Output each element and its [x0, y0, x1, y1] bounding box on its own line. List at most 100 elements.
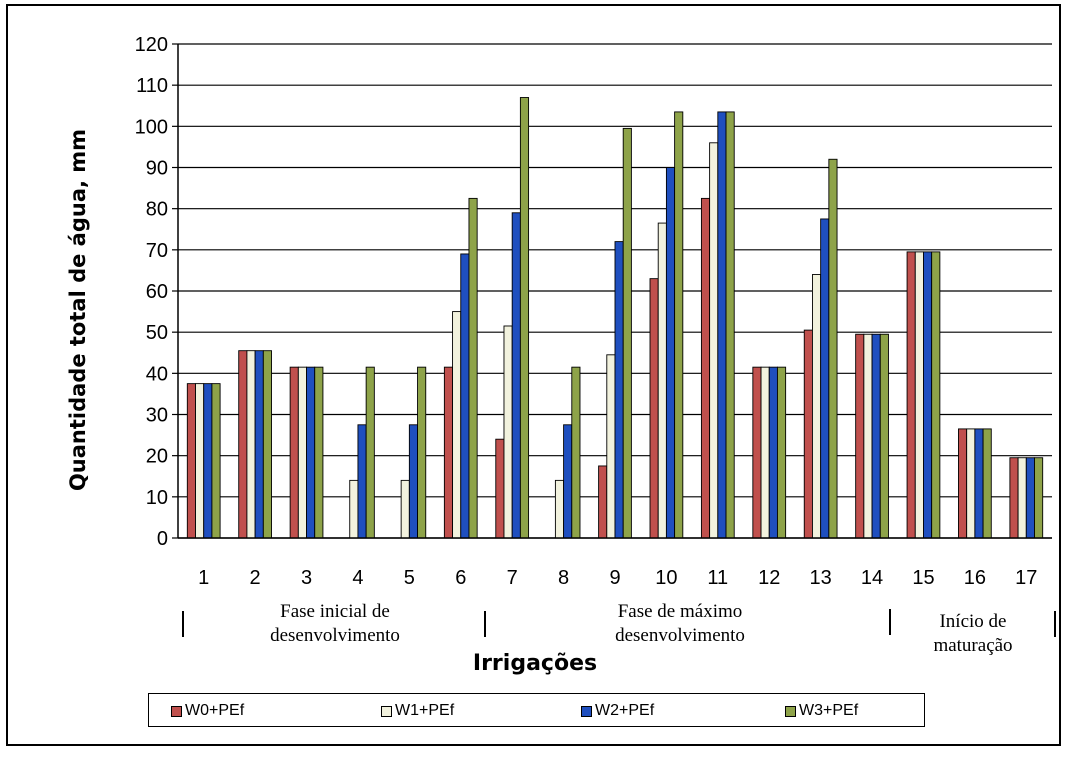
x-tick-label: 11	[707, 567, 728, 589]
legend-item-w1: W1+PEf	[381, 702, 454, 720]
bar-w3-pef-2	[262, 350, 272, 539]
phase-label-maximum-line2: desenvolvimento	[615, 625, 745, 646]
bar-w0-pef-15	[906, 251, 916, 539]
bar-w0-pef-1	[186, 383, 196, 539]
bar-w2-pef-16	[974, 428, 984, 539]
bar-w1-pef-13	[812, 274, 822, 539]
bar-w2-pef-1	[203, 383, 213, 539]
bar-w2-pef-2	[254, 350, 264, 539]
bar-w0-pef-2	[238, 350, 248, 539]
bar-w0-pef-3	[289, 366, 299, 539]
y-tick-label: 40	[146, 363, 168, 385]
x-axis-label: Irrigações	[472, 651, 598, 676]
legend: W0+PEf W1+PEf W2+PEf W3+PEf	[148, 693, 925, 727]
x-tick-label: 7	[507, 567, 518, 589]
bar-w3-pef-1	[211, 383, 221, 539]
bar-w0-pef-6	[443, 366, 454, 539]
bar-w3-pef-15	[931, 251, 941, 539]
bar-w1-pef-3	[297, 366, 307, 539]
y-tick-label: 10	[146, 487, 168, 509]
phase-label-initial-line2: desenvolvimento	[270, 625, 400, 646]
x-tick-label: 1	[198, 567, 209, 589]
bar-w3-pef-4	[365, 366, 375, 539]
bar-w0-pef-14	[855, 333, 865, 539]
bar-w1-pef-8	[554, 479, 565, 539]
bar-w1-pef-11	[709, 142, 719, 539]
y-tick-label: 70	[146, 240, 168, 262]
bar-w2-pef-9	[614, 241, 624, 539]
phase-label-initial: Fase inicial de desenvolvimento	[225, 600, 445, 648]
bar-w2-pef-8	[563, 424, 573, 539]
bar-w2-pef-7	[511, 212, 521, 539]
y-axis-label: Quantidade total de água, mm	[66, 128, 90, 492]
bar-w3-pef-17	[1034, 457, 1044, 539]
x-tick-label: 15	[912, 567, 934, 589]
bar-w3-pef-9	[622, 127, 632, 539]
bar-w2-pef-14	[871, 333, 881, 539]
y-tick-label: 30	[146, 405, 168, 427]
phase-separator	[889, 609, 891, 635]
bar-w0-pef-16	[958, 428, 968, 539]
bar-w0-pef-7	[495, 438, 505, 539]
legend-label-w1: W1+PEf	[395, 702, 455, 719]
phase-label-maturation-line1: Início de	[939, 611, 1007, 632]
bar-w3-pef-11	[725, 111, 735, 539]
bar-w3-pef-16	[982, 428, 992, 539]
bar-w1-pef-16	[966, 428, 976, 539]
bar-w1-pef-9	[606, 354, 616, 539]
x-tick-label: 12	[758, 567, 780, 589]
phase-label-maximum: Fase de máximo desenvolvimento	[560, 600, 800, 648]
y-tick-label: 80	[146, 199, 168, 221]
bar-w0-pef-17	[1009, 457, 1019, 539]
y-tick-label: 0	[157, 528, 168, 550]
legend-item-w2: W2+PEf	[581, 702, 654, 720]
bar-w3-pef-14	[879, 333, 889, 539]
bar-w0-pef-9	[598, 465, 608, 539]
bar-w2-pef-4	[357, 424, 367, 539]
bar-w1-pef-10	[657, 222, 667, 539]
x-tick-label: 2	[250, 567, 261, 589]
bar-w1-pef-1	[195, 383, 205, 539]
legend-swatch-w0	[171, 705, 182, 717]
bar-w3-pef-12	[776, 366, 787, 539]
legend-item-w3: W3+PEf	[785, 702, 858, 720]
y-tick-label: 60	[146, 281, 168, 303]
x-tick-label: 17	[1015, 567, 1037, 589]
x-tick-label: 9	[609, 567, 620, 589]
phase-separator	[484, 611, 486, 637]
phase-separator	[1054, 611, 1056, 637]
bar-w3-pef-8	[571, 366, 581, 539]
bar-w1-pef-12	[760, 366, 770, 539]
x-tick-label: 16	[964, 567, 986, 589]
bar-w2-pef-10	[665, 167, 676, 539]
bar-w3-pef-10	[674, 111, 684, 539]
y-tick-label: 120	[135, 34, 168, 56]
legend-label-w2: W2+PEf	[595, 702, 655, 719]
y-tick-label: 20	[146, 446, 168, 468]
bar-w0-pef-10	[649, 278, 659, 539]
x-tick-label: 5	[404, 567, 415, 589]
bar-w1-pef-2	[246, 350, 256, 539]
bar-w2-pef-3	[306, 366, 316, 539]
bar-w1-pef-7	[503, 325, 513, 539]
y-tick-label: 50	[146, 322, 168, 344]
x-tick-label: 10	[655, 567, 677, 589]
phase-label-maturation-line2: maturação	[933, 635, 1013, 656]
x-tick-label: 6	[455, 567, 466, 589]
legend-swatch-w3	[785, 705, 796, 717]
bar-w3-pef-7	[519, 97, 530, 539]
bar-w1-pef-4	[349, 479, 359, 539]
bar-w2-pef-13	[820, 218, 830, 539]
bar-w1-pef-6	[452, 311, 462, 539]
y-tick-label: 100	[135, 116, 168, 138]
bar-w2-pef-15	[923, 251, 933, 539]
bar-w2-pef-11	[717, 111, 727, 539]
legend-label-w3: W3+PEf	[799, 702, 859, 719]
bar-w2-pef-6	[460, 253, 470, 539]
bar-w1-pef-14	[863, 333, 873, 539]
bar-w1-pef-5	[400, 479, 410, 539]
x-tick-label: 4	[352, 567, 363, 589]
bar-w3-pef-3	[314, 366, 324, 539]
bar-w0-pef-12	[752, 366, 762, 539]
